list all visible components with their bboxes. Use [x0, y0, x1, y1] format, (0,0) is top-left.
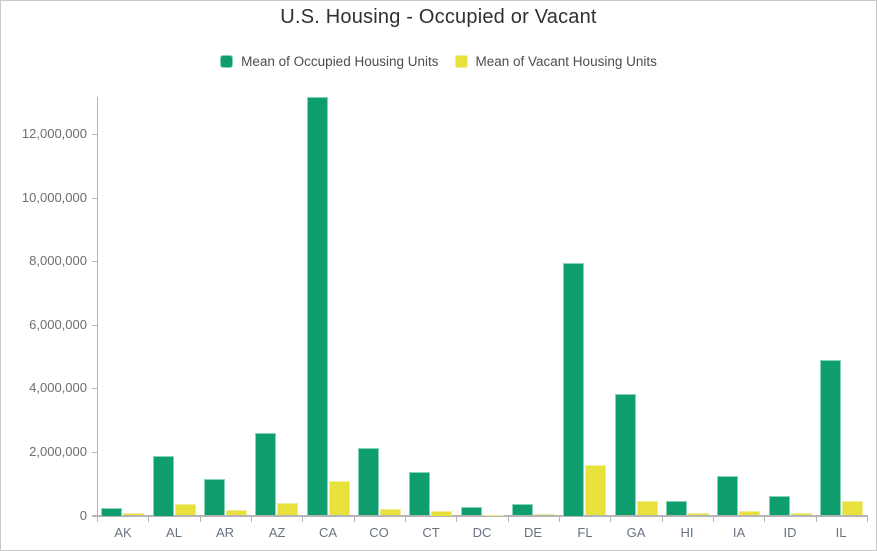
x-axis-tick	[764, 516, 765, 522]
x-axis-label: CO	[369, 525, 389, 540]
bar-occupied-FL[interactable]	[563, 263, 584, 516]
bar-occupied-AR[interactable]	[204, 479, 225, 516]
x-axis-tick	[508, 516, 509, 522]
bar-occupied-CA[interactable]	[307, 97, 328, 516]
x-axis-label: DE	[523, 525, 543, 540]
x-axis-tick	[456, 516, 457, 522]
bar-vacant-AZ[interactable]	[277, 503, 298, 516]
y-axis-tick	[92, 134, 97, 135]
bar-vacant-AR[interactable]	[226, 509, 247, 516]
y-axis-tick	[92, 325, 97, 326]
x-axis-label: ID	[783, 525, 797, 540]
bar-vacant-CO[interactable]	[380, 509, 401, 516]
x-axis-label: AR	[215, 525, 235, 540]
x-axis-tick	[200, 516, 201, 522]
bar-vacant-IA[interactable]	[739, 511, 760, 516]
bar-occupied-DE[interactable]	[512, 504, 533, 516]
y-axis-label: 6,000,000	[29, 317, 87, 332]
legend-label-vacant: Mean of Vacant Housing Units	[475, 54, 657, 69]
bar-occupied-AK[interactable]	[101, 507, 122, 516]
x-axis-tick	[559, 516, 560, 522]
legend-label-occupied: Mean of Occupied Housing Units	[241, 54, 439, 69]
x-axis-tick	[405, 516, 406, 522]
bar-occupied-AZ[interactable]	[255, 432, 276, 516]
bar-vacant-CT[interactable]	[431, 511, 452, 516]
bar-occupied-AL[interactable]	[153, 456, 174, 516]
y-axis-label: 4,000,000	[29, 380, 87, 395]
bar-vacant-HI[interactable]	[688, 513, 709, 516]
bar-vacant-ID[interactable]	[791, 512, 812, 516]
x-axis-tick	[302, 516, 303, 522]
x-axis-tick	[867, 516, 868, 522]
x-axis-label: IL	[835, 525, 847, 540]
y-axis-tick	[92, 388, 97, 389]
x-axis-label: CA	[318, 525, 338, 540]
legend: Mean of Occupied Housing Units Mean of V…	[1, 54, 876, 69]
x-axis-label: FL	[577, 525, 593, 540]
x-axis-label: HI	[680, 525, 694, 540]
bar-vacant-AL[interactable]	[175, 503, 196, 516]
x-axis-label: IA	[732, 525, 746, 540]
y-axis-label: 2,000,000	[29, 444, 87, 459]
bar-vacant-DE[interactable]	[534, 513, 555, 516]
x-axis-tick	[662, 516, 663, 522]
x-axis-tick	[251, 516, 252, 522]
y-axis-tick	[92, 261, 97, 262]
bar-occupied-DC[interactable]	[461, 506, 482, 516]
x-axis-tick	[713, 516, 714, 522]
bar-occupied-IL[interactable]	[820, 360, 841, 516]
legend-item-vacant[interactable]: Mean of Vacant Housing Units	[454, 54, 657, 69]
bar-occupied-CO[interactable]	[358, 448, 379, 516]
bar-occupied-HI[interactable]	[666, 501, 687, 516]
bar-occupied-CT[interactable]	[409, 471, 430, 516]
x-axis-label: DC	[472, 525, 492, 540]
bar-vacant-DC[interactable]	[483, 514, 504, 516]
bar-occupied-IA[interactable]	[717, 476, 738, 516]
y-axis-label: 8,000,000	[29, 253, 87, 268]
bar-vacant-CA[interactable]	[329, 481, 350, 516]
y-axis-label: 0	[79, 508, 87, 523]
x-axis-label: CT	[422, 525, 440, 540]
bar-vacant-IL[interactable]	[842, 500, 863, 516]
x-axis-label: AZ	[268, 525, 286, 540]
x-axis-tick	[97, 516, 98, 522]
x-axis-tick	[610, 516, 611, 522]
bar-occupied-ID[interactable]	[769, 495, 790, 516]
x-axis-label: AL	[166, 525, 182, 540]
y-axis-line	[97, 97, 98, 517]
occupied-series-swatch-icon	[220, 55, 234, 68]
chart-title: U.S. Housing - Occupied or Vacant	[280, 6, 597, 28]
x-axis-tick	[354, 516, 355, 522]
y-axis-tick	[92, 516, 97, 517]
y-axis-tick	[92, 198, 97, 199]
vacant-series-swatch-icon	[454, 55, 468, 68]
x-axis-tick	[148, 516, 149, 522]
legend-item-occupied[interactable]: Mean of Occupied Housing Units	[220, 54, 439, 69]
x-axis-label: GA	[626, 525, 646, 540]
bar-vacant-AK[interactable]	[123, 513, 144, 516]
bar-vacant-FL[interactable]	[585, 464, 606, 516]
x-axis-label: AK	[114, 525, 132, 540]
y-axis-label: 12,000,000	[21, 126, 87, 141]
x-axis-line	[92, 515, 868, 517]
y-axis-tick	[92, 452, 97, 453]
bar-vacant-GA[interactable]	[637, 500, 658, 516]
y-axis-label: 10,000,000	[21, 190, 87, 205]
x-axis-tick	[816, 516, 817, 522]
bar-occupied-GA[interactable]	[615, 393, 636, 516]
